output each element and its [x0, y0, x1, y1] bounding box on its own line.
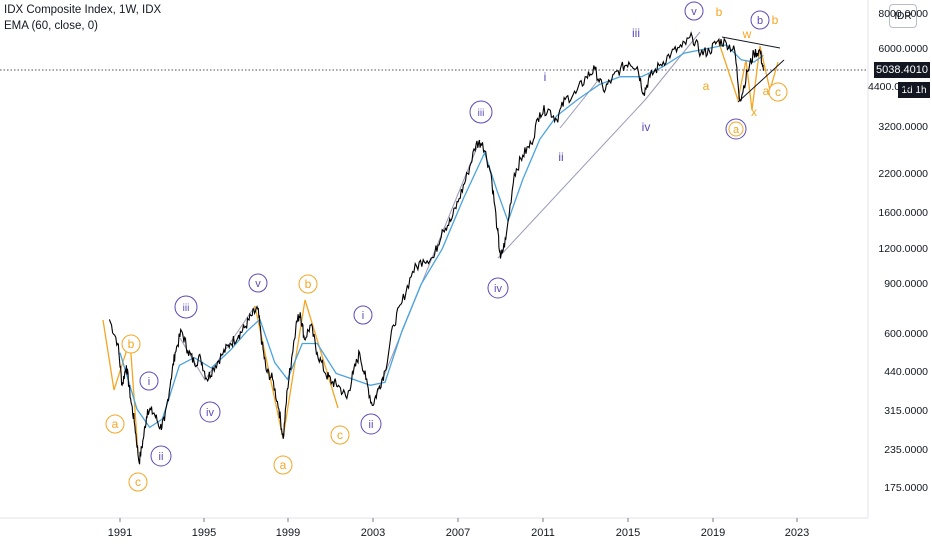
- wave-label-v-2018: v: [684, 1, 704, 21]
- wave-label-a-2019: a: [703, 79, 710, 93]
- currency-button[interactable]: IDR: [889, 4, 917, 28]
- wave-trendlines: [179, 31, 701, 399]
- wave-trendline-ii: [559, 77, 601, 129]
- orange-corrective-legs: [102, 39, 779, 454]
- orange-leg-2019: [717, 39, 779, 111]
- y-tick-label: 600.0000: [884, 328, 928, 340]
- triangle-lines: [721, 36, 785, 103]
- wave-label-iv-2009: iv: [487, 277, 509, 299]
- wave-label-a-2020: a: [728, 121, 744, 137]
- x-tick-label: 1995: [191, 527, 217, 539]
- x-tick-label: 1991: [107, 527, 133, 539]
- purple-circled-labels: i ii iii iv v i ii iii iv v b: [139, 1, 770, 467]
- svg-text:b: b: [128, 337, 135, 351]
- purple-plain-labels: i ii iii iv: [544, 26, 651, 164]
- y-tick-label: 8000.0000: [878, 8, 928, 20]
- wave-label-i-1992: i: [139, 371, 159, 391]
- x-tick-label: 2003: [360, 527, 386, 539]
- wave-label-b-1999: b: [298, 274, 318, 294]
- svg-text:a: a: [280, 458, 287, 472]
- wave-label-c-2021: c: [768, 82, 788, 102]
- y-tick-label: 4400.0000: [868, 81, 918, 93]
- x-tick-label: 2011: [531, 527, 555, 539]
- wave-label-i-2002: i: [353, 305, 373, 325]
- svg-text:c: c: [135, 475, 141, 489]
- y-tick-label: 3200.0000: [878, 121, 928, 133]
- y-tick-label: 1200.0000: [878, 243, 928, 255]
- last-price-tag: 5038.4010: [874, 62, 930, 78]
- x-tick-label: 2015: [615, 527, 641, 539]
- wave-label-iii-2008: iii: [469, 100, 493, 124]
- orange-circled-labels: a b c a b c a c: [105, 82, 788, 492]
- x-tick-label: 2007: [445, 527, 471, 539]
- svg-text:iii: iii: [478, 108, 485, 119]
- x-tick-label: 2023: [784, 527, 810, 539]
- wave-label-w-2020: w: [742, 27, 752, 41]
- svg-text:v: v: [255, 278, 261, 290]
- wave-label-a-1998: a: [273, 455, 293, 475]
- svg-text:ii: ii: [369, 419, 374, 431]
- svg-text:a: a: [112, 417, 119, 431]
- y-tick-label: 6000.0000: [878, 43, 928, 55]
- svg-text:i: i: [362, 310, 364, 322]
- y-tick-label: 235.0000: [884, 444, 928, 456]
- svg-text:b: b: [305, 277, 312, 291]
- svg-text:a: a: [733, 124, 740, 136]
- wave-label-a-2020: [725, 118, 747, 140]
- y-tick-label: 315.0000: [884, 405, 928, 417]
- y-tick-label: 2200.0000: [878, 168, 928, 180]
- wave-label-i-2011: i: [544, 70, 547, 84]
- svg-text:iv: iv: [206, 407, 214, 419]
- wave-trendline-iii: [374, 139, 481, 399]
- y-tick-label: 440.0000: [884, 366, 928, 378]
- wave-label-ii-1992: ii: [150, 445, 172, 467]
- x-tick-marks: [119, 518, 798, 522]
- y-tick-label: 900.0000: [884, 278, 928, 290]
- svg-text:iv: iv: [494, 283, 502, 295]
- wave-label-a-1991: a: [105, 414, 125, 434]
- wave-label-iv-1995: iv: [199, 401, 221, 423]
- wave-label-a-2021: a: [763, 84, 770, 98]
- x-tick-label: 2019: [700, 527, 726, 539]
- wave-label-b-2021: b: [750, 10, 770, 30]
- svg-text:v: v: [691, 6, 697, 18]
- wave-trendline-primary: [497, 31, 701, 259]
- orange-plain-labels: b a w x a b: [703, 5, 779, 119]
- wave-label-b-2019: b: [716, 5, 723, 19]
- svg-text:i: i: [148, 376, 150, 388]
- wave-label-b-2021-plain: b: [772, 13, 779, 27]
- wave-label-iv-2016: iv: [642, 120, 651, 134]
- svg-text:b: b: [757, 15, 763, 27]
- wave-label-c-2001: c: [330, 425, 350, 445]
- svg-text:c: c: [775, 85, 781, 99]
- bar-countdown-tag: 1d 1h: [898, 82, 930, 98]
- wave-label-iii-2015: iii: [632, 26, 640, 40]
- orange-leg-1991: [102, 319, 139, 454]
- y-tick-label: 175.0000: [884, 482, 928, 494]
- wave-label-b-1991: b: [121, 334, 141, 354]
- wave-label-iii-1993: iii: [174, 295, 198, 319]
- wave-label-x-2020: x: [751, 105, 757, 119]
- x-tick-label: 1999: [275, 527, 301, 539]
- svg-text:iii: iii: [183, 303, 190, 314]
- y-tick-label: 1600.0000: [878, 207, 928, 219]
- svg-text:ii: ii: [159, 451, 164, 463]
- wave-label-c-1991: c: [128, 472, 148, 492]
- wave-label-v-1997: v: [248, 273, 268, 293]
- ema-indicator-legend[interactable]: EMA (60, close, 0): [4, 20, 98, 32]
- wave-label-ii-2003: ii: [360, 413, 382, 435]
- wave-label-ii-2012: ii: [558, 150, 563, 164]
- svg-text:c: c: [337, 428, 343, 442]
- price-series-line: [108, 31, 764, 465]
- chart-title-legend[interactable]: IDX Composite Index, 1W, IDX: [4, 4, 162, 16]
